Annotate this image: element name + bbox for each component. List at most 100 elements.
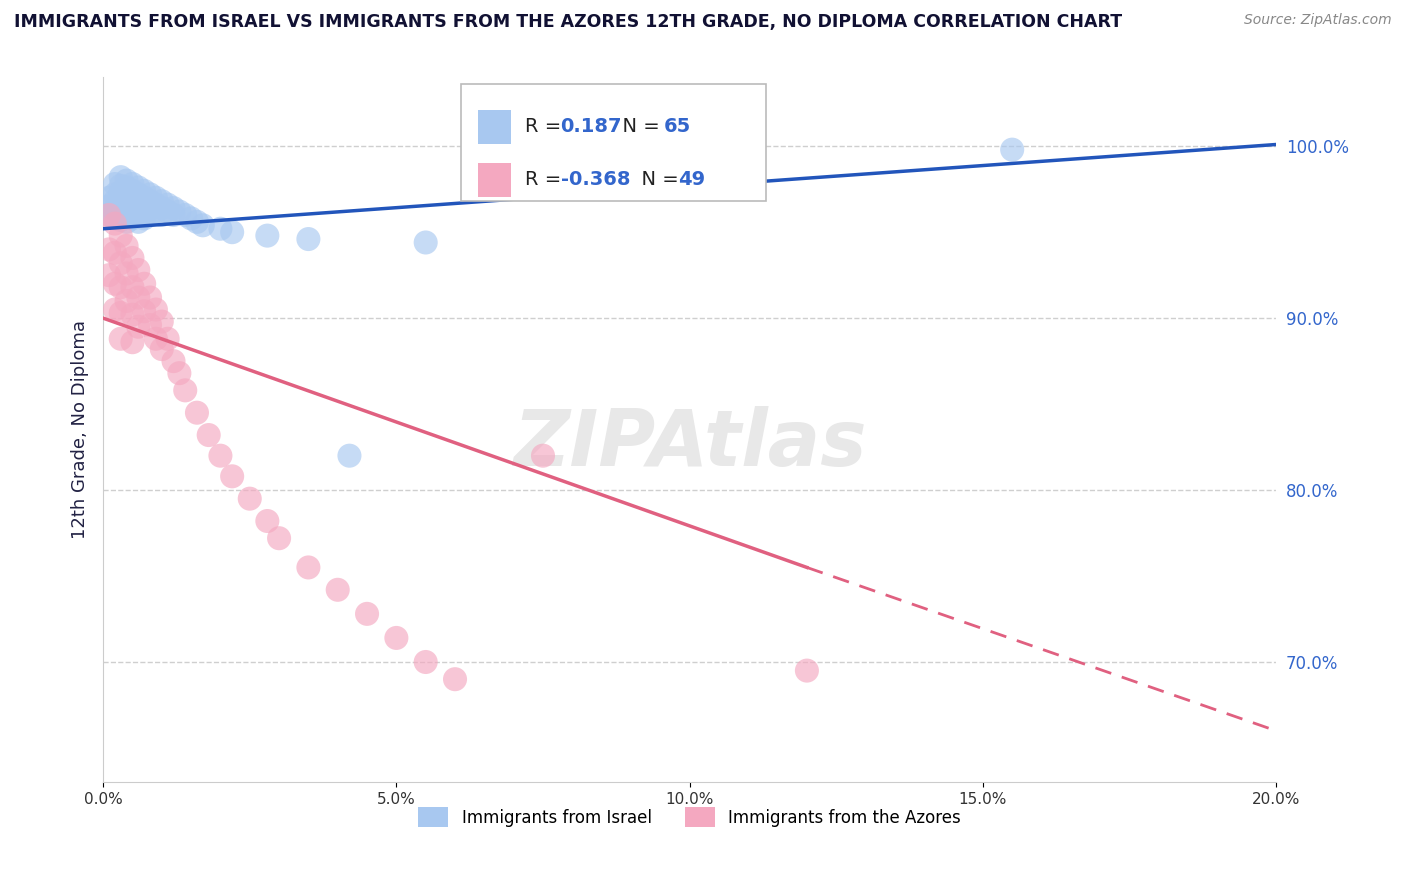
Point <box>145 197 167 211</box>
Point <box>267 531 290 545</box>
Point <box>115 180 138 194</box>
Point <box>150 315 173 329</box>
Point <box>239 491 262 506</box>
Point <box>104 211 127 226</box>
Point <box>134 304 156 318</box>
Point <box>150 201 173 215</box>
Point <box>139 187 162 202</box>
Text: 0.187: 0.187 <box>561 117 621 136</box>
FancyBboxPatch shape <box>461 85 766 201</box>
Point <box>115 201 138 215</box>
Point <box>127 263 149 277</box>
Point <box>209 221 232 235</box>
Point <box>104 302 127 317</box>
Point <box>110 332 132 346</box>
Point <box>531 449 554 463</box>
Point <box>104 202 127 217</box>
FancyBboxPatch shape <box>478 162 512 196</box>
Point <box>127 180 149 194</box>
Point <box>174 384 197 398</box>
Point <box>121 308 143 322</box>
Point <box>121 280 143 294</box>
Point <box>326 582 349 597</box>
Point <box>127 187 149 202</box>
Point <box>162 201 184 215</box>
Point <box>134 277 156 291</box>
Text: 49: 49 <box>678 170 704 189</box>
Point <box>98 191 121 205</box>
Point <box>98 268 121 282</box>
Point <box>134 184 156 198</box>
Point <box>98 243 121 257</box>
Point <box>127 208 149 222</box>
Point <box>150 208 173 222</box>
Text: ZIPAtlas: ZIPAtlas <box>513 406 866 482</box>
Point <box>121 204 143 219</box>
Point <box>98 199 121 213</box>
Point <box>104 177 127 191</box>
Point <box>339 449 361 463</box>
Point <box>162 208 184 222</box>
Point <box>110 280 132 294</box>
Text: Source: ZipAtlas.com: Source: ZipAtlas.com <box>1244 13 1392 28</box>
Text: N =: N = <box>610 117 666 136</box>
Point <box>110 186 132 200</box>
Point <box>110 206 132 220</box>
Point <box>169 204 191 219</box>
Point <box>209 449 232 463</box>
Point <box>150 194 173 209</box>
Point <box>110 213 132 227</box>
Point <box>145 191 167 205</box>
Point <box>174 208 197 222</box>
Point <box>110 178 132 193</box>
Point <box>145 302 167 317</box>
Y-axis label: 12th Grade, No Diploma: 12th Grade, No Diploma <box>72 320 89 540</box>
Point <box>156 332 179 346</box>
Point <box>297 560 319 574</box>
Point <box>139 208 162 222</box>
Point <box>104 194 127 209</box>
Point <box>104 277 127 291</box>
Point <box>134 204 156 219</box>
Point <box>115 194 138 209</box>
Point <box>162 354 184 368</box>
Point <box>221 469 243 483</box>
Point <box>121 191 143 205</box>
Point <box>156 204 179 219</box>
Point <box>104 245 127 260</box>
Point <box>150 342 173 356</box>
Point <box>110 256 132 270</box>
Text: IMMIGRANTS FROM ISRAEL VS IMMIGRANTS FROM THE AZORES 12TH GRADE, NO DIPLOMA CORR: IMMIGRANTS FROM ISRAEL VS IMMIGRANTS FRO… <box>14 13 1122 31</box>
Point <box>110 199 132 213</box>
Point <box>191 219 214 233</box>
Point <box>115 215 138 229</box>
Point <box>115 187 138 202</box>
Point <box>110 228 132 243</box>
Point <box>115 208 138 222</box>
Point <box>256 514 278 528</box>
Point <box>115 293 138 308</box>
Point <box>127 215 149 229</box>
Point <box>104 217 127 231</box>
Point <box>110 306 132 320</box>
Point <box>98 208 121 222</box>
Point <box>415 235 437 250</box>
Point <box>796 664 818 678</box>
Point <box>297 232 319 246</box>
Point <box>1001 143 1024 157</box>
Point <box>127 194 149 209</box>
Point <box>110 193 132 207</box>
Point <box>134 211 156 226</box>
Point <box>186 215 208 229</box>
Point <box>115 173 138 187</box>
Point <box>104 187 127 202</box>
Point <box>115 267 138 281</box>
Point <box>98 208 121 222</box>
Point <box>121 177 143 191</box>
Point <box>385 631 408 645</box>
Point <box>115 239 138 253</box>
Point <box>415 655 437 669</box>
Point <box>145 204 167 219</box>
Point <box>186 406 208 420</box>
Point <box>121 251 143 265</box>
